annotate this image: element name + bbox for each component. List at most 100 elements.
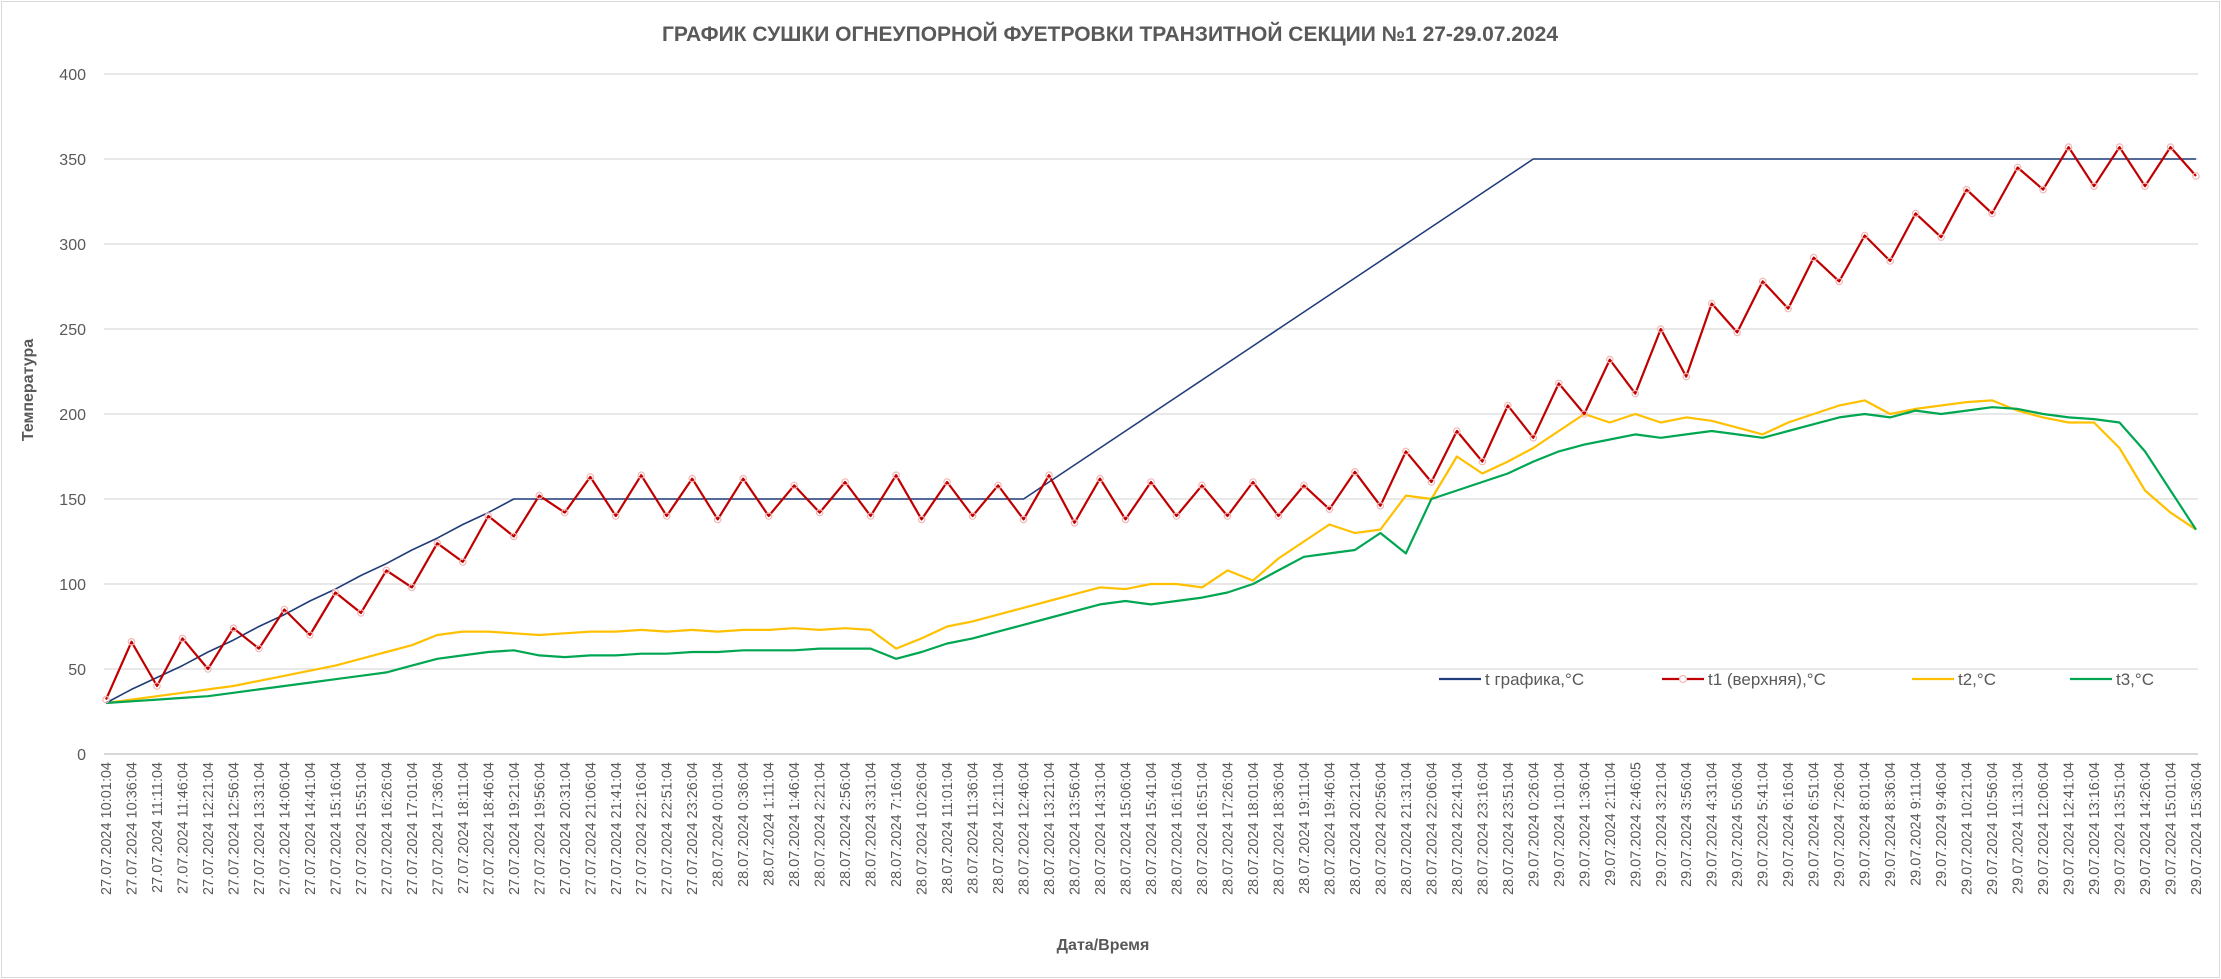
- series-point: [611, 512, 620, 520]
- y-tick-label: 250: [59, 322, 86, 339]
- x-tick-label: 28.07.2024 13:56:04: [1068, 762, 1084, 895]
- series-point: [688, 474, 697, 483]
- series-point: [1988, 209, 1996, 218]
- series-point: [1019, 515, 1028, 524]
- series-point: [764, 512, 773, 520]
- series-point: [1962, 185, 1971, 194]
- x-tick-label: 28.07.2024 0:36:04: [736, 762, 752, 887]
- x-tick-label: 27.07.2024 22:16:04: [634, 762, 650, 895]
- series-point: [2039, 185, 2047, 194]
- y-tick-label: 100: [59, 577, 86, 594]
- series-point: [178, 634, 187, 643]
- series-point: [1860, 231, 1869, 240]
- x-tick-label: 27.07.2024 17:36:04: [430, 762, 446, 895]
- series-point: [739, 474, 747, 483]
- x-tick-label: 29.07.2024 15:01:04: [2164, 762, 2180, 895]
- series-point: [2064, 143, 2073, 151]
- x-tick-label: 27.07.2024 10:36:04: [124, 762, 140, 895]
- series-point: [841, 478, 849, 486]
- series-point: [1147, 478, 1155, 486]
- x-tick-label: 28.07.2024 11:01:04: [940, 762, 956, 894]
- series-line-0: [105, 158, 2196, 704]
- y-tick-label: 50: [68, 662, 86, 679]
- series-point: [1478, 457, 1487, 466]
- x-tick-label: 29.07.2024 10:21:04: [1960, 762, 1976, 895]
- x-tick-label: 29.07.2024 2:11:04: [1603, 762, 1619, 886]
- series-point: [433, 539, 442, 548]
- x-tick-label: 27.07.2024 23:26:04: [685, 762, 701, 895]
- x-tick-label: 27.07.2024 15:16:04: [328, 762, 344, 895]
- series-point: [153, 682, 161, 690]
- x-tick-label: 29.07.2024 8:36:04: [1883, 762, 1899, 887]
- series-point: [1198, 481, 1206, 490]
- series-point: [408, 583, 416, 592]
- x-tick-label: 28.07.2024 23:16:04: [1475, 762, 1491, 895]
- x-tick-label: 28.07.2024 20:56:04: [1373, 762, 1389, 895]
- x-tick-label: 27.07.2024 11:46:04: [175, 762, 191, 894]
- chart-title: ГРАФИК СУШКИ ОГНЕУПОРНОЙ ФУЕТРОВКИ ТРАНЗ…: [662, 22, 1558, 46]
- legend-label: t1 (верхняя),°C: [1708, 670, 1826, 689]
- series-point: [943, 478, 951, 486]
- series-point: [560, 508, 569, 517]
- series-point: [1682, 372, 1691, 381]
- x-tick-label: 29.07.2024 9:11:04: [1909, 762, 1925, 886]
- x-tick-label: 28.07.2024 15:41:04: [1144, 762, 1160, 895]
- x-tick-label: 29.07.2024 6:51:04: [1807, 762, 1823, 887]
- series-point: [1427, 478, 1436, 486]
- x-tick-label: 29.07.2024 13:16:04: [2087, 762, 2103, 895]
- x-tick-label: 28.07.2024 18:01:04: [1246, 762, 1262, 895]
- series-point: [1096, 474, 1104, 483]
- x-tick-label: 28.07.2024 1:11:04: [762, 762, 778, 886]
- series-point: [510, 532, 518, 541]
- x-tick-label: 27.07.2024 16:26:04: [379, 762, 395, 895]
- x-tick-label: 29.07.2024 5:06:04: [1730, 762, 1746, 887]
- series-point: [2115, 143, 2124, 151]
- series-point: [1223, 512, 1232, 520]
- x-tick-label: 28.07.2024 11:36:04: [966, 762, 982, 894]
- x-tick-label: 29.07.2024 9:46:04: [1934, 762, 1950, 887]
- series-point: [1504, 401, 1512, 410]
- series-point: [586, 473, 595, 481]
- legend-marker: [1678, 674, 1688, 684]
- series-point: [2090, 182, 2098, 191]
- x-tick-label: 27.07.2024 11:11:04: [150, 762, 166, 893]
- y-axis-title: Температура: [20, 339, 37, 441]
- series-point: [1835, 277, 1843, 286]
- legend-label: t2,°C: [1958, 670, 1996, 689]
- x-tick-label: 27.07.2024 13:31:04: [252, 762, 268, 895]
- x-tick-label: 29.07.2024 15:36:04: [2189, 762, 2205, 895]
- x-tick-label: 29.07.2024 4:31:04: [1705, 762, 1721, 887]
- series-point: [1529, 433, 1538, 442]
- y-tick-label: 300: [59, 237, 86, 254]
- series-point: [1300, 481, 1308, 490]
- x-axis: 27.07.2024 10:01:04 27.07.2024 10:36:04 27…: [99, 762, 2205, 895]
- series-line-2: [105, 399, 2197, 705]
- x-tick-label: 29.07.2024 8:01:04: [1858, 762, 1874, 887]
- series-point: [229, 624, 238, 633]
- x-tick-label: 28.07.2024 2:56:04: [838, 762, 854, 887]
- y-tick-label: 0: [77, 747, 86, 764]
- legend-label: t графика,°C: [1485, 670, 1584, 689]
- series-point: [382, 566, 391, 575]
- x-tick-label: 27.07.2024 14:06:04: [277, 762, 293, 895]
- x-tick-label: 29.07.2024 3:56:04: [1679, 762, 1695, 887]
- x-tick-label: 29.07.2024 6:16:04: [1781, 762, 1797, 887]
- x-tick-label: 28.07.2024 20:21:04: [1348, 762, 1364, 895]
- y-axis: 0 50 100 150 200 250 300 350 400: [59, 67, 86, 764]
- x-tick-label: 29.07.2024 2:46:05: [1628, 762, 1644, 887]
- series-point: [1937, 233, 1945, 242]
- x-tick-label: 27.07.2024 20:31:04: [558, 762, 574, 895]
- y-tick-label: 350: [59, 152, 86, 169]
- y-tick-label: 150: [59, 492, 86, 509]
- series-point: [535, 491, 544, 500]
- series-point: [790, 481, 798, 490]
- x-tick-label: 28.07.2024 22:41:04: [1450, 762, 1466, 895]
- series-point: [1707, 299, 1716, 308]
- series-point: [102, 695, 110, 704]
- x-tick-label: 29.07.2024 1:36:04: [1577, 762, 1593, 887]
- x-tick-label: 28.07.2024 19:11:04: [1297, 762, 1313, 894]
- series-point: [1249, 478, 1257, 486]
- x-tick-label: 27.07.2024 19:21:04: [507, 762, 523, 895]
- series-point: [2141, 182, 2149, 191]
